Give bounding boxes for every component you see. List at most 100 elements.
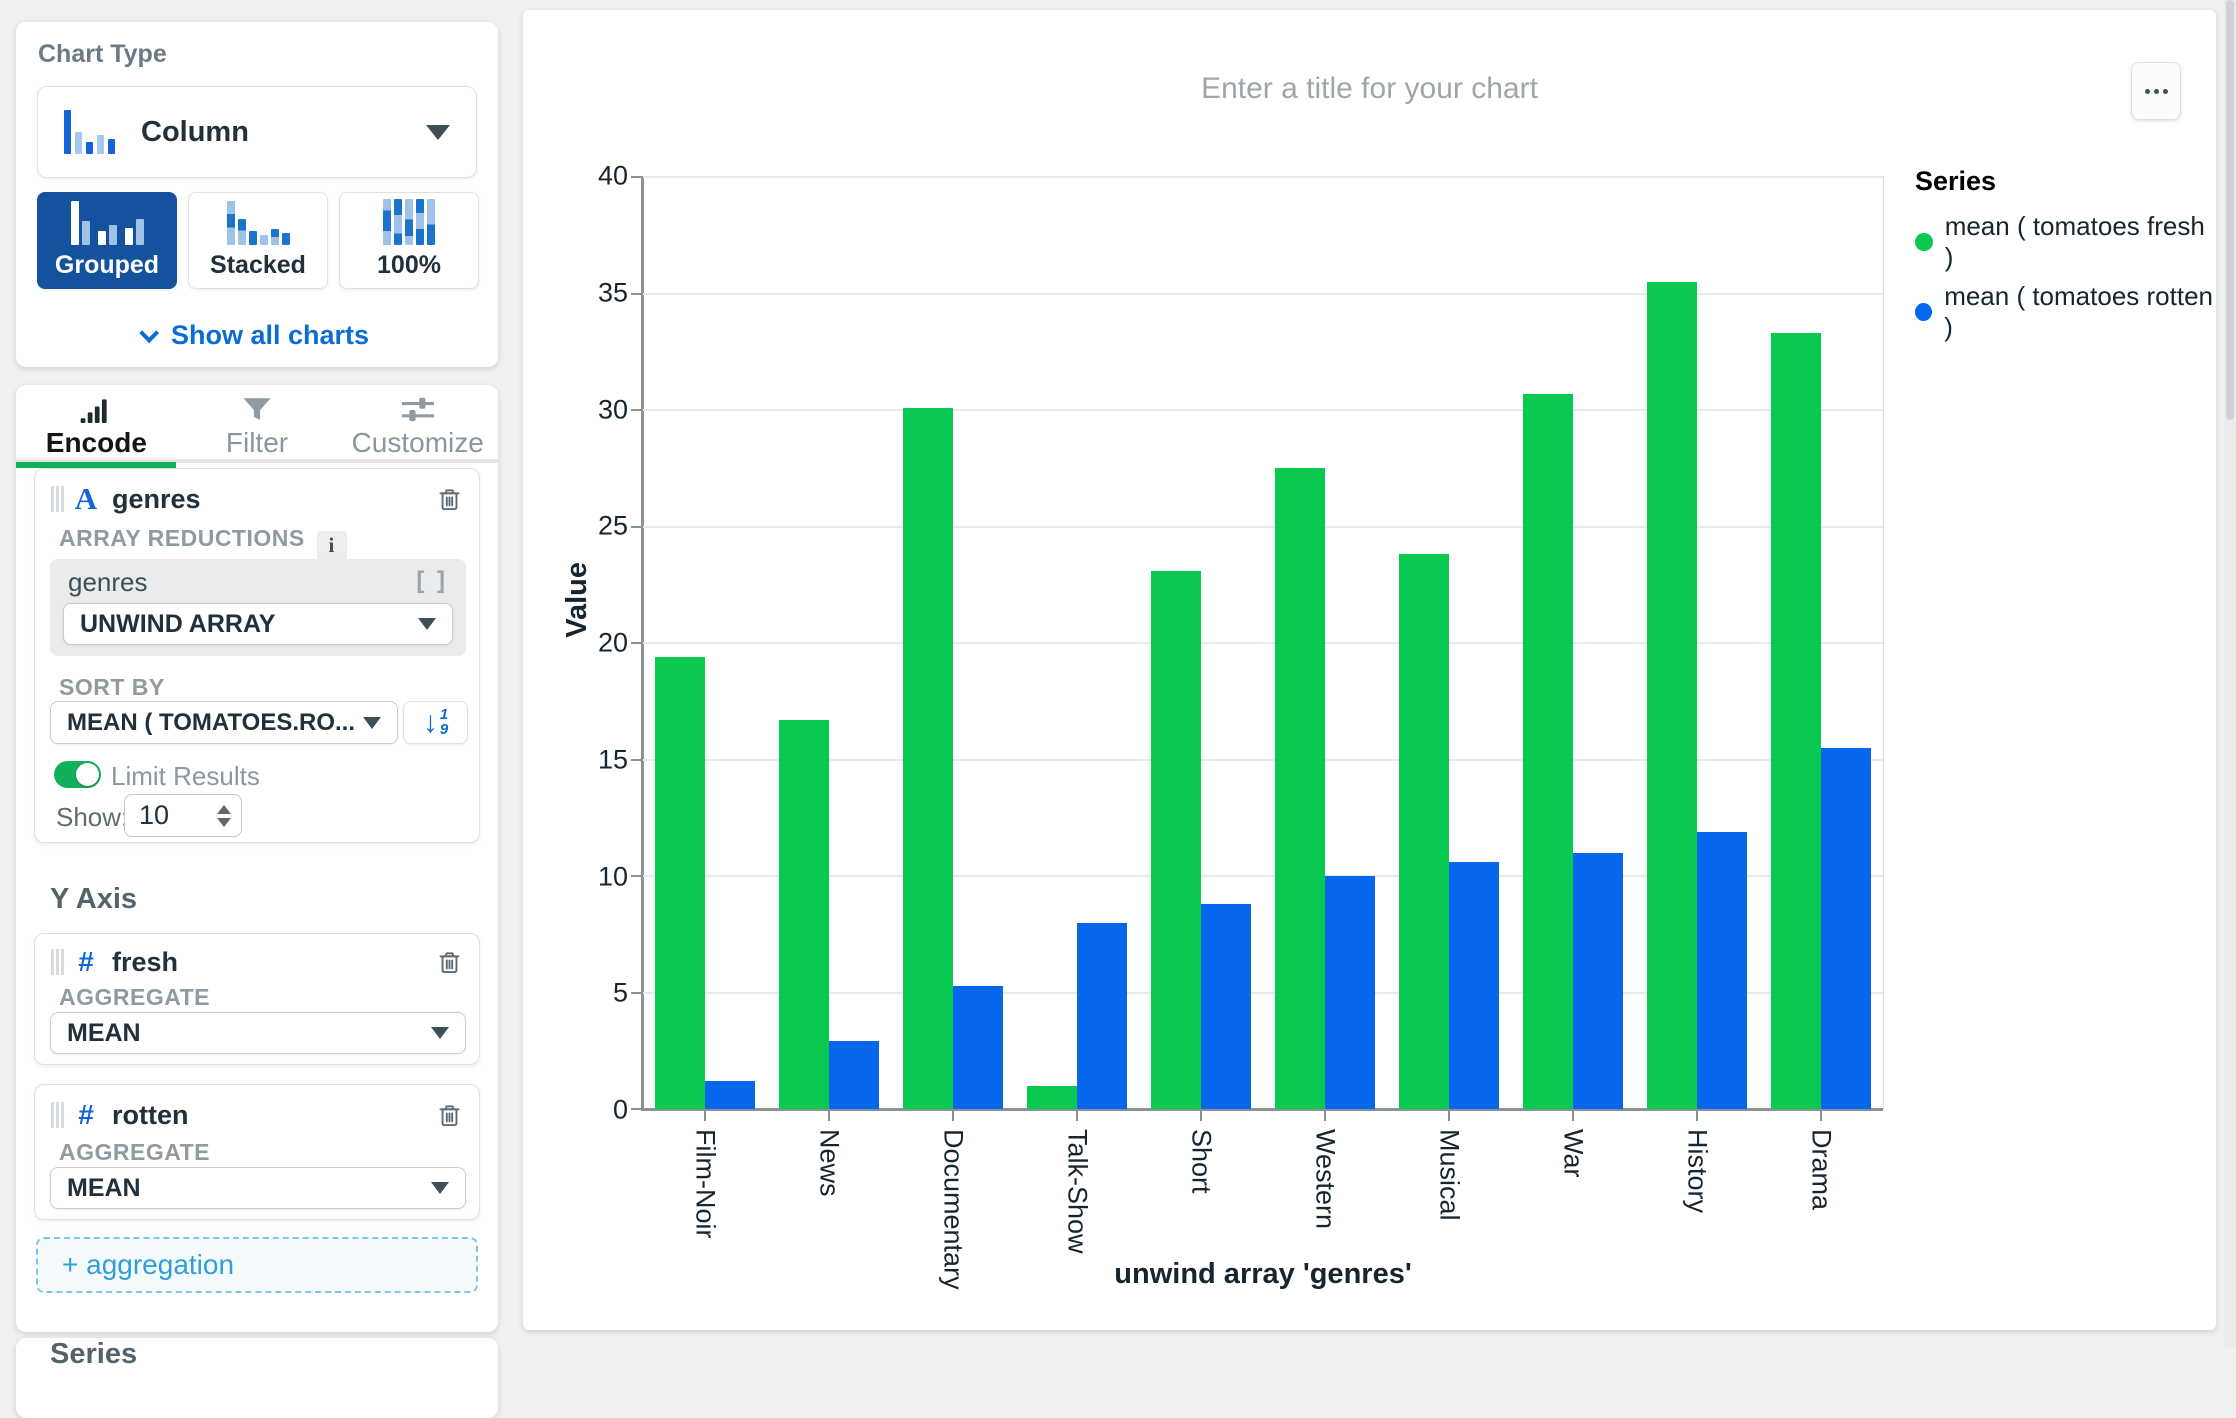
bar[interactable] (655, 656, 705, 1109)
ellipsis-icon (2153, 88, 2159, 94)
mode-100-button[interactable]: 100% (339, 192, 479, 289)
bar[interactable] (1077, 922, 1127, 1109)
chevron-down-icon (363, 716, 381, 729)
reduction-box: genres [ ] UNWIND ARRAY (50, 559, 466, 656)
active-tab-indicator (16, 462, 176, 468)
bar[interactable] (1573, 852, 1623, 1109)
vertical-scrollbar[interactable] (2224, 0, 2236, 1348)
y-tick-label: 20 (597, 627, 628, 658)
number-stepper[interactable] (207, 804, 241, 827)
y-field-card-fresh: # fresh AGGREGATE MEAN (34, 933, 480, 1065)
drag-handle-icon[interactable] (47, 486, 50, 512)
y-tick-label: 35 (597, 277, 628, 308)
grouped-bars-icon (70, 199, 144, 245)
legend-swatch-icon (1915, 303, 1933, 321)
bar[interactable] (1771, 333, 1821, 1109)
x-tick-mark (704, 1109, 706, 1121)
add-aggregation-label: + aggregation (62, 1249, 235, 1280)
gridline (643, 525, 1883, 528)
chevron-down-icon (426, 124, 450, 140)
stepper-up-icon (217, 804, 231, 814)
aggregate-select-rotten[interactable]: MEAN (50, 1167, 466, 1209)
encode-bars-icon (80, 399, 107, 423)
bar[interactable] (1275, 468, 1325, 1109)
legend: Series mean ( tomatoes fresh ) mean ( tom… (1915, 166, 2216, 351)
bar[interactable] (1027, 1085, 1077, 1109)
chart-menu-button[interactable] (2131, 62, 2181, 120)
y-tick-mark (631, 1108, 643, 1110)
bar-group (1759, 177, 1883, 1109)
bar[interactable] (829, 1041, 879, 1109)
mode-grouped-button[interactable]: Grouped (37, 192, 177, 289)
bar[interactable] (903, 407, 953, 1109)
bar[interactable] (1399, 554, 1449, 1109)
legend-label: mean ( tomatoes fresh ) (1944, 211, 2205, 272)
x-tick-mark (1324, 1109, 1326, 1121)
y-field-card-rotten: # rotten AGGREGATE MEAN (34, 1084, 480, 1220)
sort-by-select[interactable]: MEAN ( TOMATOES.RO... (50, 701, 398, 744)
chevron-down-icon (139, 322, 160, 343)
x-tick-mark (1572, 1109, 1574, 1121)
ellipsis-icon (2144, 88, 2150, 94)
legend-item[interactable]: mean ( tomatoes rotten ) (1915, 281, 2216, 343)
x-tick-label: War (1558, 1129, 1589, 1178)
aggregate-select-fresh[interactable]: MEAN (50, 1012, 466, 1054)
y-field-name: rotten (112, 1099, 189, 1130)
drag-handle-icon[interactable] (47, 1102, 50, 1128)
add-aggregation-button[interactable]: + aggregation (36, 1237, 478, 1293)
bar[interactable] (1325, 876, 1375, 1109)
bar[interactable] (953, 985, 1003, 1109)
reduction-method-select[interactable]: UNWIND ARRAY (63, 603, 453, 645)
bar[interactable] (1647, 281, 1697, 1109)
bar[interactable] (1697, 831, 1747, 1109)
tab-encode[interactable]: Encode (16, 385, 177, 459)
limit-results-toggle[interactable] (54, 761, 101, 788)
aggregate-value: MEAN (67, 1173, 141, 1202)
bar[interactable] (705, 1081, 755, 1109)
legend-label: mean ( tomatoes rotten ) (1944, 281, 2213, 342)
tab-filter[interactable]: Filter (177, 385, 338, 459)
bar[interactable] (1151, 570, 1201, 1109)
bar[interactable] (1201, 903, 1251, 1109)
bar[interactable] (1821, 747, 1871, 1109)
delete-field-button[interactable] (436, 486, 463, 513)
sort-arrow-icon: ↓ (422, 705, 438, 739)
customize-sliders-icon (401, 397, 434, 422)
legend-title: Series (1915, 166, 1997, 196)
y-tick-mark (631, 991, 643, 994)
show-all-charts-link[interactable]: Show all charts (16, 320, 498, 351)
bar[interactable] (1523, 393, 1573, 1109)
bar-group (1015, 177, 1139, 1109)
sort-by-label: SORT BY (59, 674, 165, 700)
legend-item[interactable]: mean ( tomatoes fresh ) (1915, 211, 2216, 273)
delete-field-button[interactable] (436, 949, 463, 976)
percent-bars-icon (383, 199, 435, 245)
chart-type-title: Chart Type (38, 40, 167, 68)
plot-area: Film-Noir News Documentary Talk-Show Short We… (631, 176, 1884, 1290)
tab-encode-label: Encode (45, 427, 147, 458)
bar[interactable] (779, 719, 829, 1109)
gridline (643, 292, 1883, 295)
gridline (643, 409, 1883, 411)
trash-icon (439, 951, 460, 973)
encode-panel: Encode Filter Customize A genres ARRAY R… (16, 385, 498, 1332)
chart-type-select[interactable]: Column (37, 86, 477, 178)
chart-title-input[interactable]: Enter a title for your chart (1201, 72, 1538, 105)
bar[interactable] (1449, 862, 1499, 1109)
limit-count-input[interactable] (125, 800, 195, 831)
x-tick-label: History (1682, 1129, 1713, 1214)
scrollbar-thumb[interactable] (2226, 0, 2234, 420)
number-type-icon: # (78, 946, 94, 977)
tab-customize[interactable]: Customize (337, 385, 498, 459)
bar-group (643, 177, 767, 1109)
info-icon[interactable]: i (316, 530, 347, 561)
bar-group (767, 177, 891, 1109)
mode-stacked-button[interactable]: Stacked (188, 192, 328, 289)
sort-by-value: MEAN ( TOMATOES.RO... (67, 708, 356, 736)
stacked-bars-icon (226, 199, 290, 245)
chart-card: Enter a title for your chart Value 0 5 10 1… (523, 10, 2216, 1330)
drag-handle-icon[interactable] (47, 949, 50, 975)
x-tick-mark (952, 1109, 954, 1121)
delete-field-button[interactable] (436, 1102, 463, 1129)
